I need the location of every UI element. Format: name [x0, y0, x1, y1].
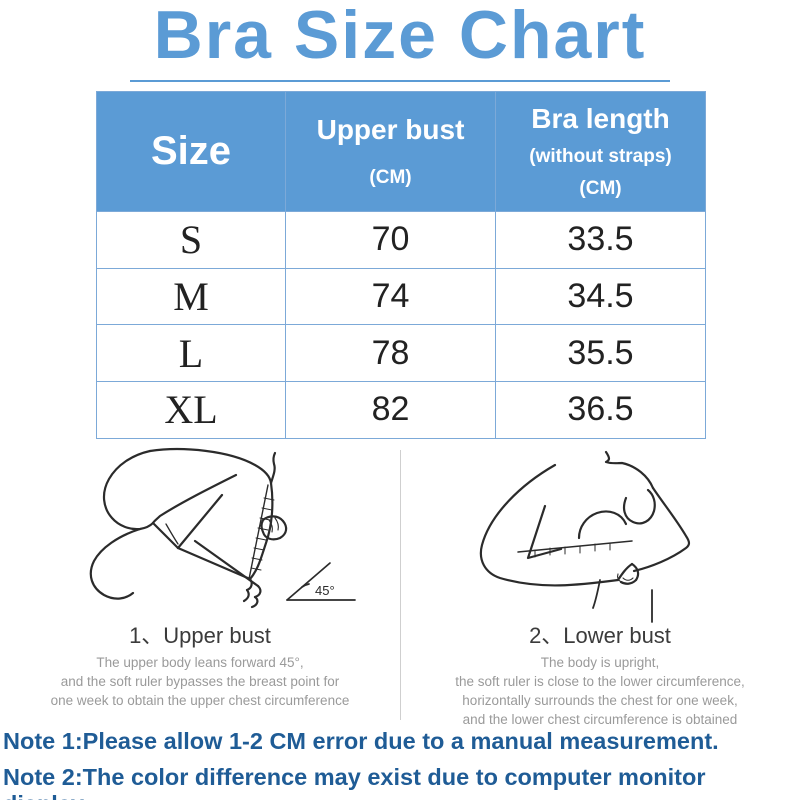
svg-text:45°: 45°: [315, 583, 335, 598]
